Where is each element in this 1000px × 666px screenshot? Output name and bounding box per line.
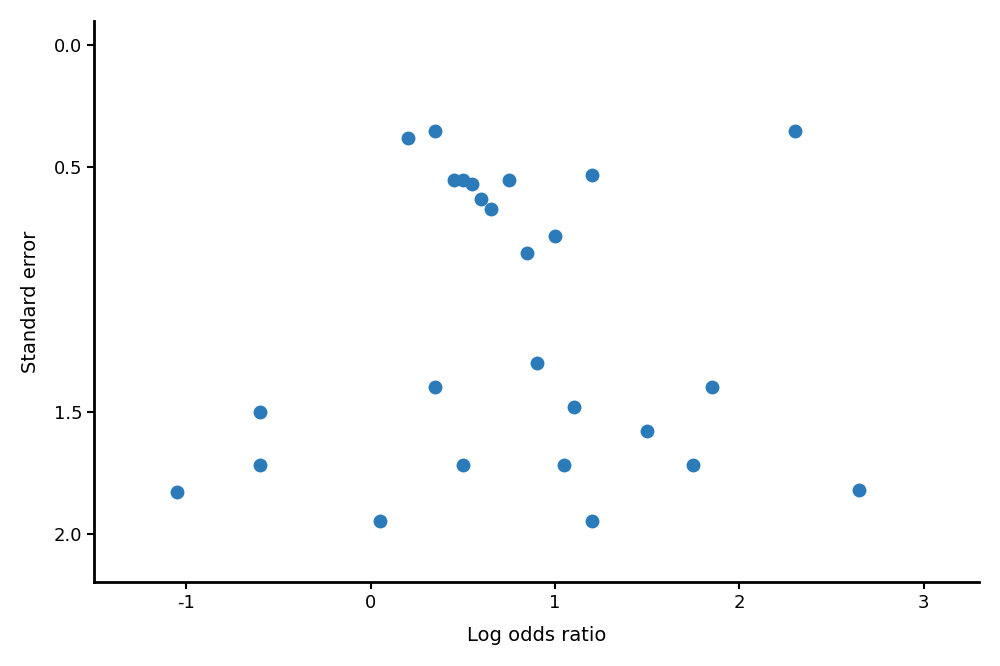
Y-axis label: Standard error: Standard error — [21, 230, 40, 373]
Point — [252, 460, 268, 471]
Point — [547, 230, 563, 241]
Point — [455, 174, 471, 185]
Point — [483, 204, 499, 214]
Point — [787, 125, 803, 136]
Point — [427, 125, 443, 136]
Point — [400, 133, 416, 143]
Point — [169, 487, 185, 498]
Point — [685, 460, 701, 471]
Point — [252, 406, 268, 417]
Point — [473, 194, 489, 204]
Point — [529, 358, 545, 368]
Point — [556, 460, 572, 471]
Point — [584, 516, 600, 527]
Point — [455, 460, 471, 471]
Point — [704, 382, 720, 392]
Point — [566, 402, 582, 412]
Point — [446, 174, 462, 185]
Point — [427, 382, 443, 392]
Point — [639, 426, 655, 436]
Point — [501, 174, 517, 185]
Point — [584, 169, 600, 180]
X-axis label: Log odds ratio: Log odds ratio — [467, 626, 606, 645]
Point — [464, 179, 480, 190]
Point — [519, 248, 535, 258]
Point — [372, 516, 388, 527]
Point — [851, 484, 867, 495]
